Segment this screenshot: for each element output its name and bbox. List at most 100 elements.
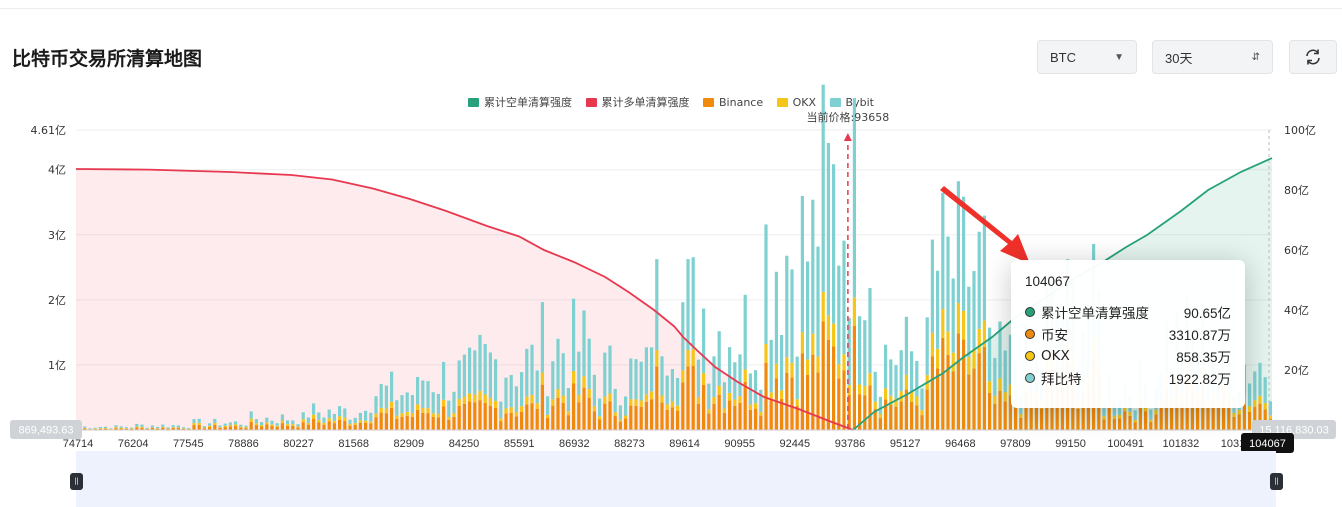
- bar-bybit: [83, 426, 87, 428]
- symbol-select[interactable]: BTC ▼: [1037, 40, 1137, 74]
- bar-okx: [863, 386, 867, 396]
- bar-binance: [998, 390, 1002, 430]
- period-select[interactable]: 30天 ⇵: [1152, 40, 1273, 74]
- bar-binance: [894, 406, 898, 430]
- bar-binance: [494, 407, 498, 430]
- bar-bybit: [145, 427, 149, 429]
- bar-okx: [379, 407, 383, 413]
- bar-binance: [1112, 419, 1116, 430]
- bar-bybit: [826, 142, 830, 316]
- bar-okx: [691, 349, 695, 366]
- bar-binance: [1008, 395, 1012, 430]
- bar-okx: [998, 378, 1002, 391]
- bar-okx: [962, 310, 966, 340]
- bar-bybit: [582, 310, 586, 377]
- tooltip-row-okx: OKX 858.35万: [1025, 345, 1231, 367]
- bar-okx: [868, 373, 872, 386]
- bar-binance: [343, 420, 347, 430]
- page-title: 比特币交易所清算地图: [12, 48, 203, 70]
- legend-item-okx[interactable]: OKX: [776, 96, 816, 109]
- bar-bybit: [421, 380, 425, 408]
- bar-okx: [114, 427, 118, 429]
- bar-bybit: [109, 428, 113, 430]
- bar-bybit: [780, 334, 784, 391]
- x-axis-tick-label: 85591: [504, 438, 535, 450]
- bar-bybit: [473, 350, 477, 395]
- bar-bybit: [650, 347, 654, 392]
- bar-bybit: [98, 426, 102, 429]
- bar-okx: [218, 427, 222, 428]
- bar-okx: [499, 418, 503, 422]
- bar-bybit: [452, 391, 456, 414]
- range-slider-left-handle[interactable]: ||: [70, 473, 83, 490]
- bar-binance: [899, 401, 903, 430]
- bar-okx: [577, 394, 581, 403]
- bar-okx: [587, 389, 591, 398]
- bar-binance: [405, 415, 409, 430]
- bar-binance: [426, 413, 430, 430]
- bar-bybit: [712, 356, 716, 397]
- bar-okx: [650, 391, 654, 400]
- refresh-icon: [1306, 49, 1320, 65]
- bar-okx: [764, 344, 768, 363]
- bar-okx: [977, 328, 981, 354]
- bar-binance: [176, 428, 180, 430]
- bar-bybit: [228, 422, 232, 426]
- legend-item-short[interactable]: 累计空单清算强度: [468, 94, 572, 110]
- bar-binance: [1216, 406, 1220, 430]
- bar-okx: [707, 409, 711, 414]
- bar-binance: [530, 403, 534, 430]
- bar-bybit: [655, 259, 659, 351]
- bar-okx: [852, 297, 856, 326]
- bar-bybit: [670, 369, 674, 402]
- period-select-value: 30天: [1165, 50, 1193, 66]
- bar-okx: [598, 416, 602, 420]
- legend-item-long[interactable]: 累计多单清算强度: [585, 94, 690, 110]
- bar-bybit: [790, 269, 794, 363]
- range-slider-right-handle[interactable]: ||: [1270, 473, 1283, 490]
- bar-binance: [1159, 407, 1163, 430]
- bar-binance: [577, 402, 581, 430]
- bar-binance: [1222, 391, 1226, 430]
- bar-binance: [520, 411, 524, 430]
- bar-binance: [613, 415, 617, 430]
- refresh-button[interactable]: [1289, 40, 1337, 74]
- bar-binance: [379, 412, 383, 430]
- bar-bybit: [832, 164, 836, 324]
- bar-binance: [369, 423, 373, 430]
- bar-bybit: [379, 384, 383, 408]
- bar-okx: [696, 397, 700, 404]
- bar-binance: [457, 405, 461, 430]
- bar-binance: [665, 409, 669, 430]
- bar-okx: [988, 381, 992, 393]
- bar-okx: [676, 405, 680, 411]
- bar-okx: [83, 427, 87, 429]
- bar-bybit: [171, 425, 175, 428]
- bar-binance: [780, 398, 784, 430]
- bar-binance: [1242, 404, 1246, 430]
- bar-binance: [535, 408, 539, 430]
- bar-okx: [270, 424, 274, 426]
- bar-binance: [1133, 422, 1137, 430]
- bar-binance: [936, 368, 940, 430]
- bar-binance: [800, 353, 804, 430]
- bar-binance: [436, 417, 440, 430]
- legend-item-binance[interactable]: Binance: [703, 96, 763, 109]
- bar-binance: [904, 389, 908, 430]
- bar-okx: [842, 354, 846, 371]
- bar-okx: [291, 424, 295, 426]
- bar-okx: [972, 348, 976, 369]
- bar-binance: [499, 421, 503, 430]
- annotation-arrow: [940, 186, 1030, 264]
- bar-okx: [286, 424, 290, 426]
- bar-okx: [561, 395, 565, 403]
- range-slider-track[interactable]: [76, 451, 1276, 507]
- bar-bybit: [431, 392, 435, 414]
- bar-bybit: [192, 419, 196, 424]
- bar-binance: [1180, 402, 1184, 430]
- bar-okx: [624, 415, 628, 419]
- legend-item-bybit[interactable]: Bybit: [829, 96, 874, 109]
- bar-bybit: [317, 412, 321, 420]
- bar-bybit: [598, 398, 602, 417]
